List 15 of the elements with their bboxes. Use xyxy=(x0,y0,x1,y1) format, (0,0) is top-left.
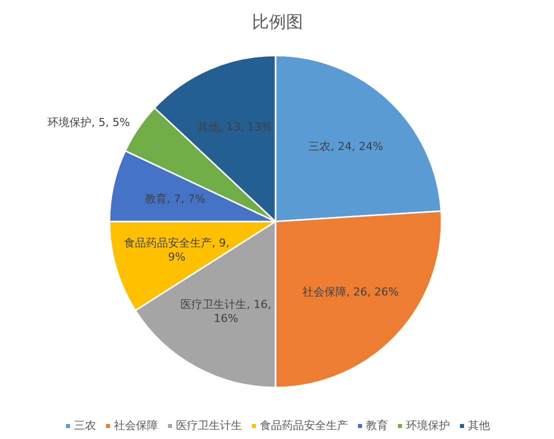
legend-label: 环境保护 xyxy=(406,418,450,433)
legend-label: 教育 xyxy=(366,418,388,433)
data-label: 社会保障, 26, 26% xyxy=(302,285,399,298)
chart-title: 比例图 xyxy=(252,12,303,32)
data-label: 三农, 24, 24% xyxy=(308,140,384,153)
data-label: 食品药品安全生产, 9, 9% xyxy=(124,236,230,264)
legend-label: 社会保障 xyxy=(114,418,158,433)
legend-label: 其他 xyxy=(468,418,490,433)
data-label: 医疗卫生计生, 16, 16% xyxy=(180,298,272,326)
data-label: 环境保护, 5, 5% xyxy=(48,116,130,130)
data-label: 其他, 13, 13% xyxy=(197,120,272,134)
legend-label: 医疗卫生计生 xyxy=(176,418,242,433)
legend-label: 三农 xyxy=(74,418,96,433)
data-label: 教育, 7, 7% xyxy=(144,192,206,206)
legend-label: 食品药品安全生产 xyxy=(260,418,348,433)
